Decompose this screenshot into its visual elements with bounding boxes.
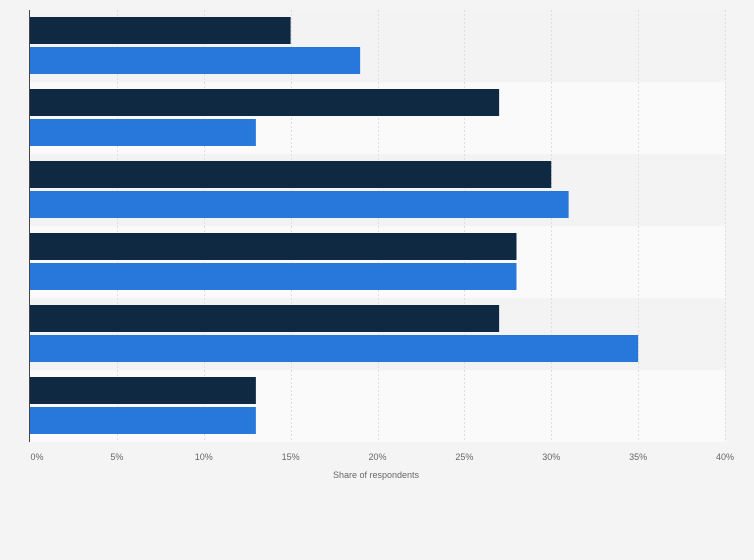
x-tick-label-10: 10% [195, 452, 213, 462]
x-tick-label-35: 35% [629, 452, 647, 462]
bar-row2-series1 [30, 89, 500, 116]
bar-row1-series1 [30, 17, 291, 44]
x-tick-label-5: 5% [110, 452, 123, 462]
x-tick-label-30: 30% [542, 452, 560, 462]
bar-row3-series1 [30, 161, 552, 188]
bar-row5-series2 [30, 335, 639, 362]
x-tick-labels: 0% 5% 10% 15% 20% 25% 30% 35% 40% [30, 452, 734, 462]
x-tick-label-0: 0% [30, 452, 43, 462]
x-tick-label-40: 40% [716, 452, 734, 462]
bar-row2-series2 [30, 119, 256, 146]
bar-row3-series2 [30, 191, 569, 218]
gridlines [117, 10, 726, 442]
bar-row4-series1 [30, 233, 517, 260]
bar-row4-series2 [30, 263, 517, 290]
x-tick-label-15: 15% [282, 452, 300, 462]
x-tick-label-20: 20% [368, 452, 386, 462]
x-axis-title: Share of respondents [333, 470, 420, 480]
bar-row6-series1 [30, 377, 256, 404]
bars [30, 17, 639, 434]
bar-row5-series1 [30, 305, 500, 332]
bar-row1-series2 [30, 47, 361, 74]
x-tick-label-25: 25% [455, 452, 473, 462]
bar-row6-series2 [30, 407, 256, 434]
